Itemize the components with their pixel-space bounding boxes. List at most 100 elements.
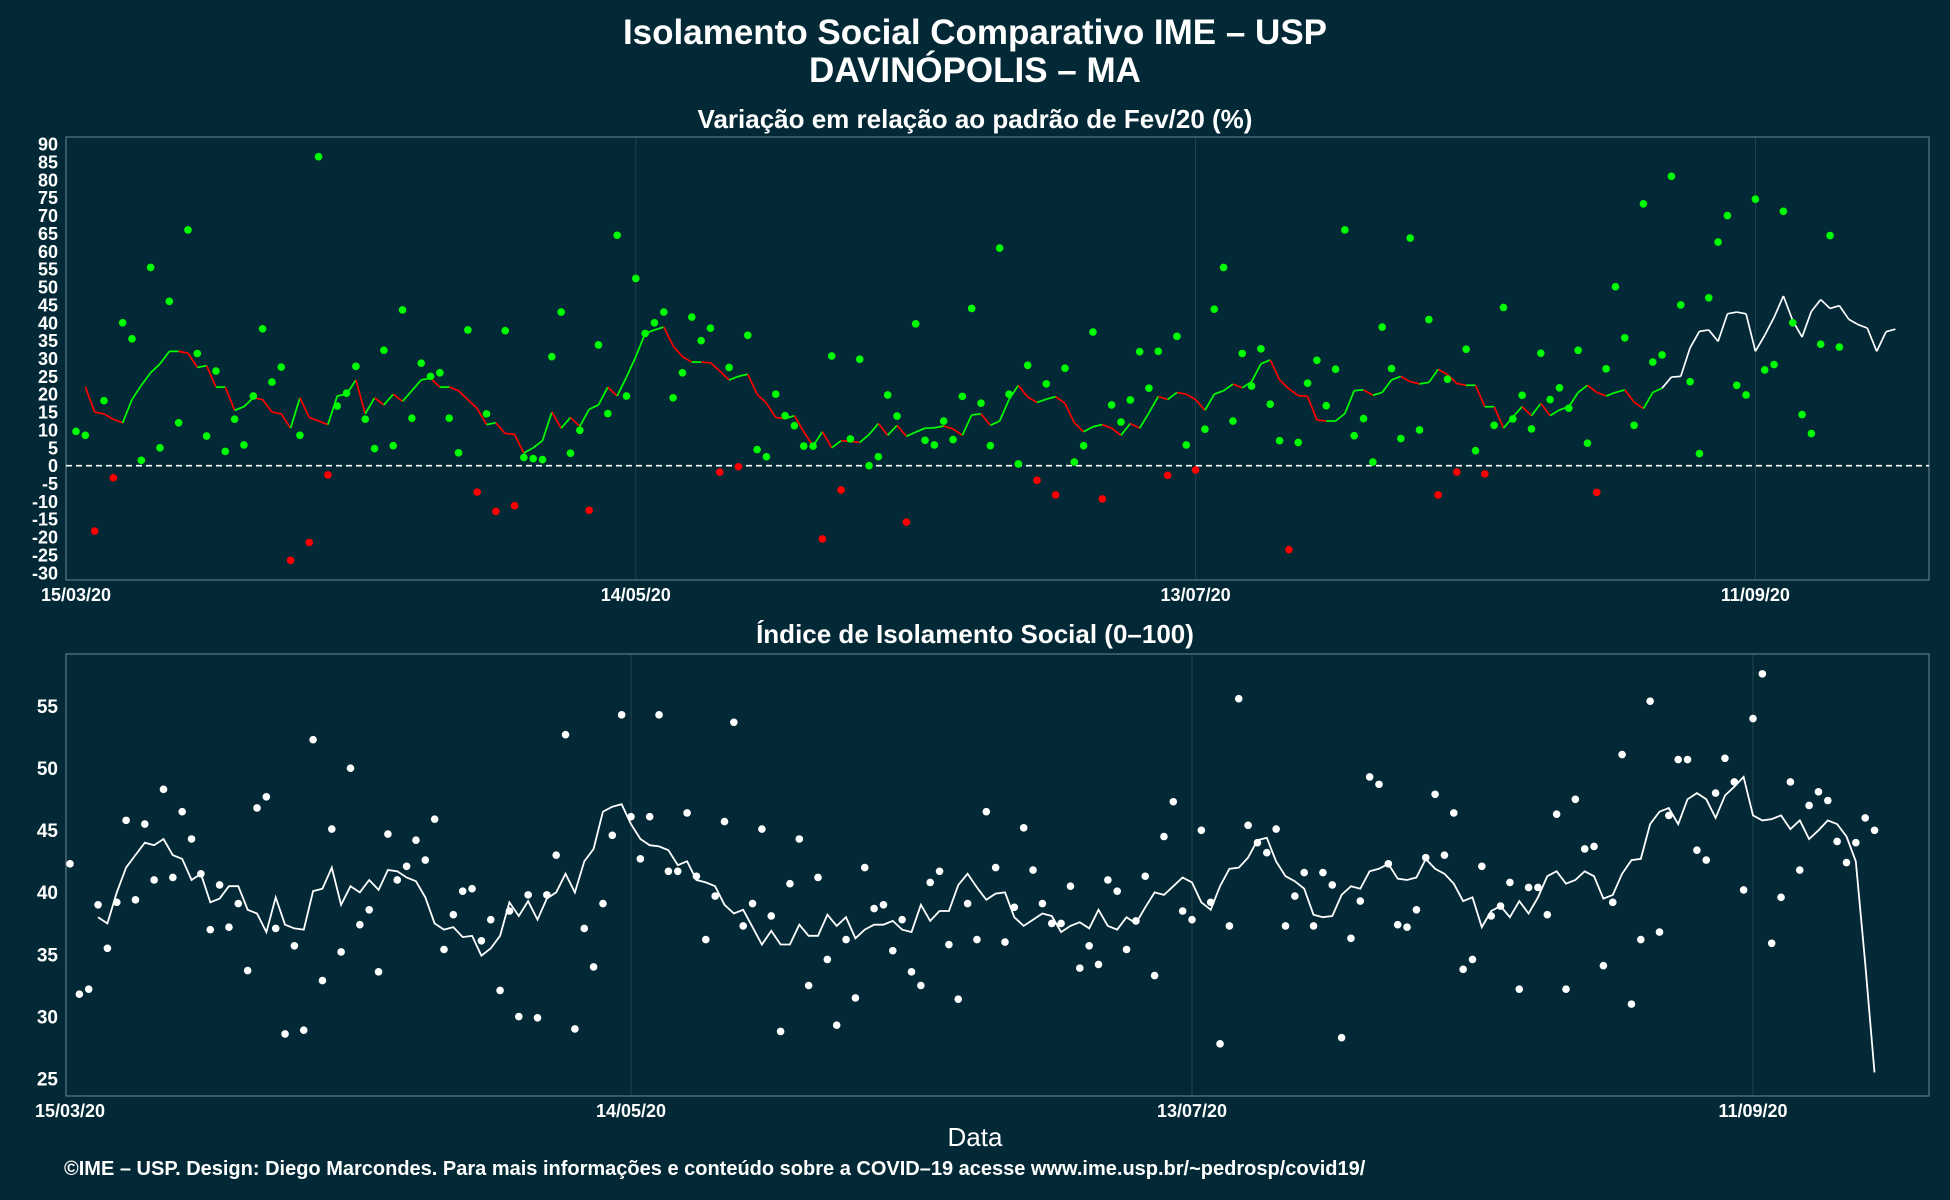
trend-line-segment [205,365,217,388]
trend-line-segment [868,422,880,436]
data-point [543,891,551,899]
trend-line-segment [989,420,1001,427]
trend-line-segment [1288,388,1299,397]
y-tick-label: 80 [38,170,58,190]
trend-line-segment [1810,299,1822,312]
data-point [501,326,509,335]
trend-line-segment [998,399,1010,422]
data-point [1421,853,1430,862]
data-point [515,1012,523,1021]
trend-line-segment [1689,330,1701,349]
data-point [669,393,677,402]
data-point [1347,934,1355,943]
data-point [818,535,827,543]
data-point [1431,790,1439,799]
data-point [1798,410,1806,419]
data-point [1552,810,1561,818]
trend-line-segment [1046,395,1056,401]
data-point [109,474,118,482]
data-point [464,326,472,334]
data-point [687,313,696,321]
trend-line-segment [1064,402,1076,424]
data-point [156,444,164,452]
trend-line-segment [411,379,422,392]
data-point [346,764,355,773]
data-point [622,392,631,400]
data-point [1337,1033,1346,1042]
data-point [846,435,855,443]
data-point [986,441,995,450]
trend-line-segment [738,373,748,378]
trend-line-segment [793,415,805,433]
trend-line-segment [364,397,376,415]
data-point [786,879,794,888]
trend-line-segment [1036,398,1047,404]
data-point [645,812,654,821]
trend-line-segment [1269,359,1281,381]
data-point [1686,377,1694,386]
data-point [393,876,402,884]
data-point [1085,941,1093,950]
data-point [262,792,271,801]
trend-line-segment [1671,375,1681,378]
trend-line-segment [1316,419,1327,422]
trend-line-segment [831,439,842,449]
trend-line-segment [1642,392,1654,409]
data-point [1683,755,1692,764]
panel-frame [65,653,1930,1097]
data-point [1537,349,1545,357]
trend-line-segment [1419,381,1429,385]
data-point [1397,434,1405,443]
data-point [118,318,127,327]
trend-line-segment [1372,391,1383,397]
trend-line-segment [1661,376,1673,389]
trend-line-segment [934,425,944,429]
data-point [1141,872,1150,881]
data-point [1406,234,1414,242]
x-tick-label: 14/05/20 [596,1101,666,1121]
trend-line-segment [318,420,329,426]
data-point [1356,897,1365,905]
data-point [1294,438,1303,447]
data-point [1527,425,1536,433]
data-point [1331,365,1340,374]
data-point [1079,441,1088,450]
trend-line-segment [1344,390,1355,414]
data-point [1229,417,1237,425]
trend-line-segment [1521,406,1533,417]
trend-line-segment [1512,406,1523,418]
data-point [184,226,192,234]
data-point [917,981,925,990]
data-point [178,807,186,816]
data-point [1580,845,1589,853]
y-tick-label: 70 [38,206,58,226]
trend-line-segment [1437,368,1448,376]
trend-line-segment [94,411,105,415]
data-point [193,349,202,358]
data-point [309,735,317,744]
trend-line-segment [728,375,739,381]
data-point [973,935,981,944]
data-point [1674,755,1682,764]
trend-line-segment [654,326,665,331]
trend-line-segment [1754,334,1766,352]
data-point [1253,838,1262,847]
trend-line-segment [280,413,292,429]
data-point [1272,825,1280,833]
trend-line-segment [467,398,478,410]
data-point [197,869,205,878]
data-point [1188,915,1196,924]
trend-line-segment [1391,375,1402,381]
data-point [1089,328,1097,336]
data-point [150,876,158,884]
data-point [1767,939,1776,948]
trend-line-segment [523,447,534,454]
trend-line-segment [1624,389,1635,403]
data-point [977,399,985,407]
data-point [1658,351,1666,359]
data-point [286,556,295,565]
data-point [449,910,458,919]
data-point [585,506,593,515]
data-point [1378,323,1386,331]
data-point [1122,945,1131,954]
